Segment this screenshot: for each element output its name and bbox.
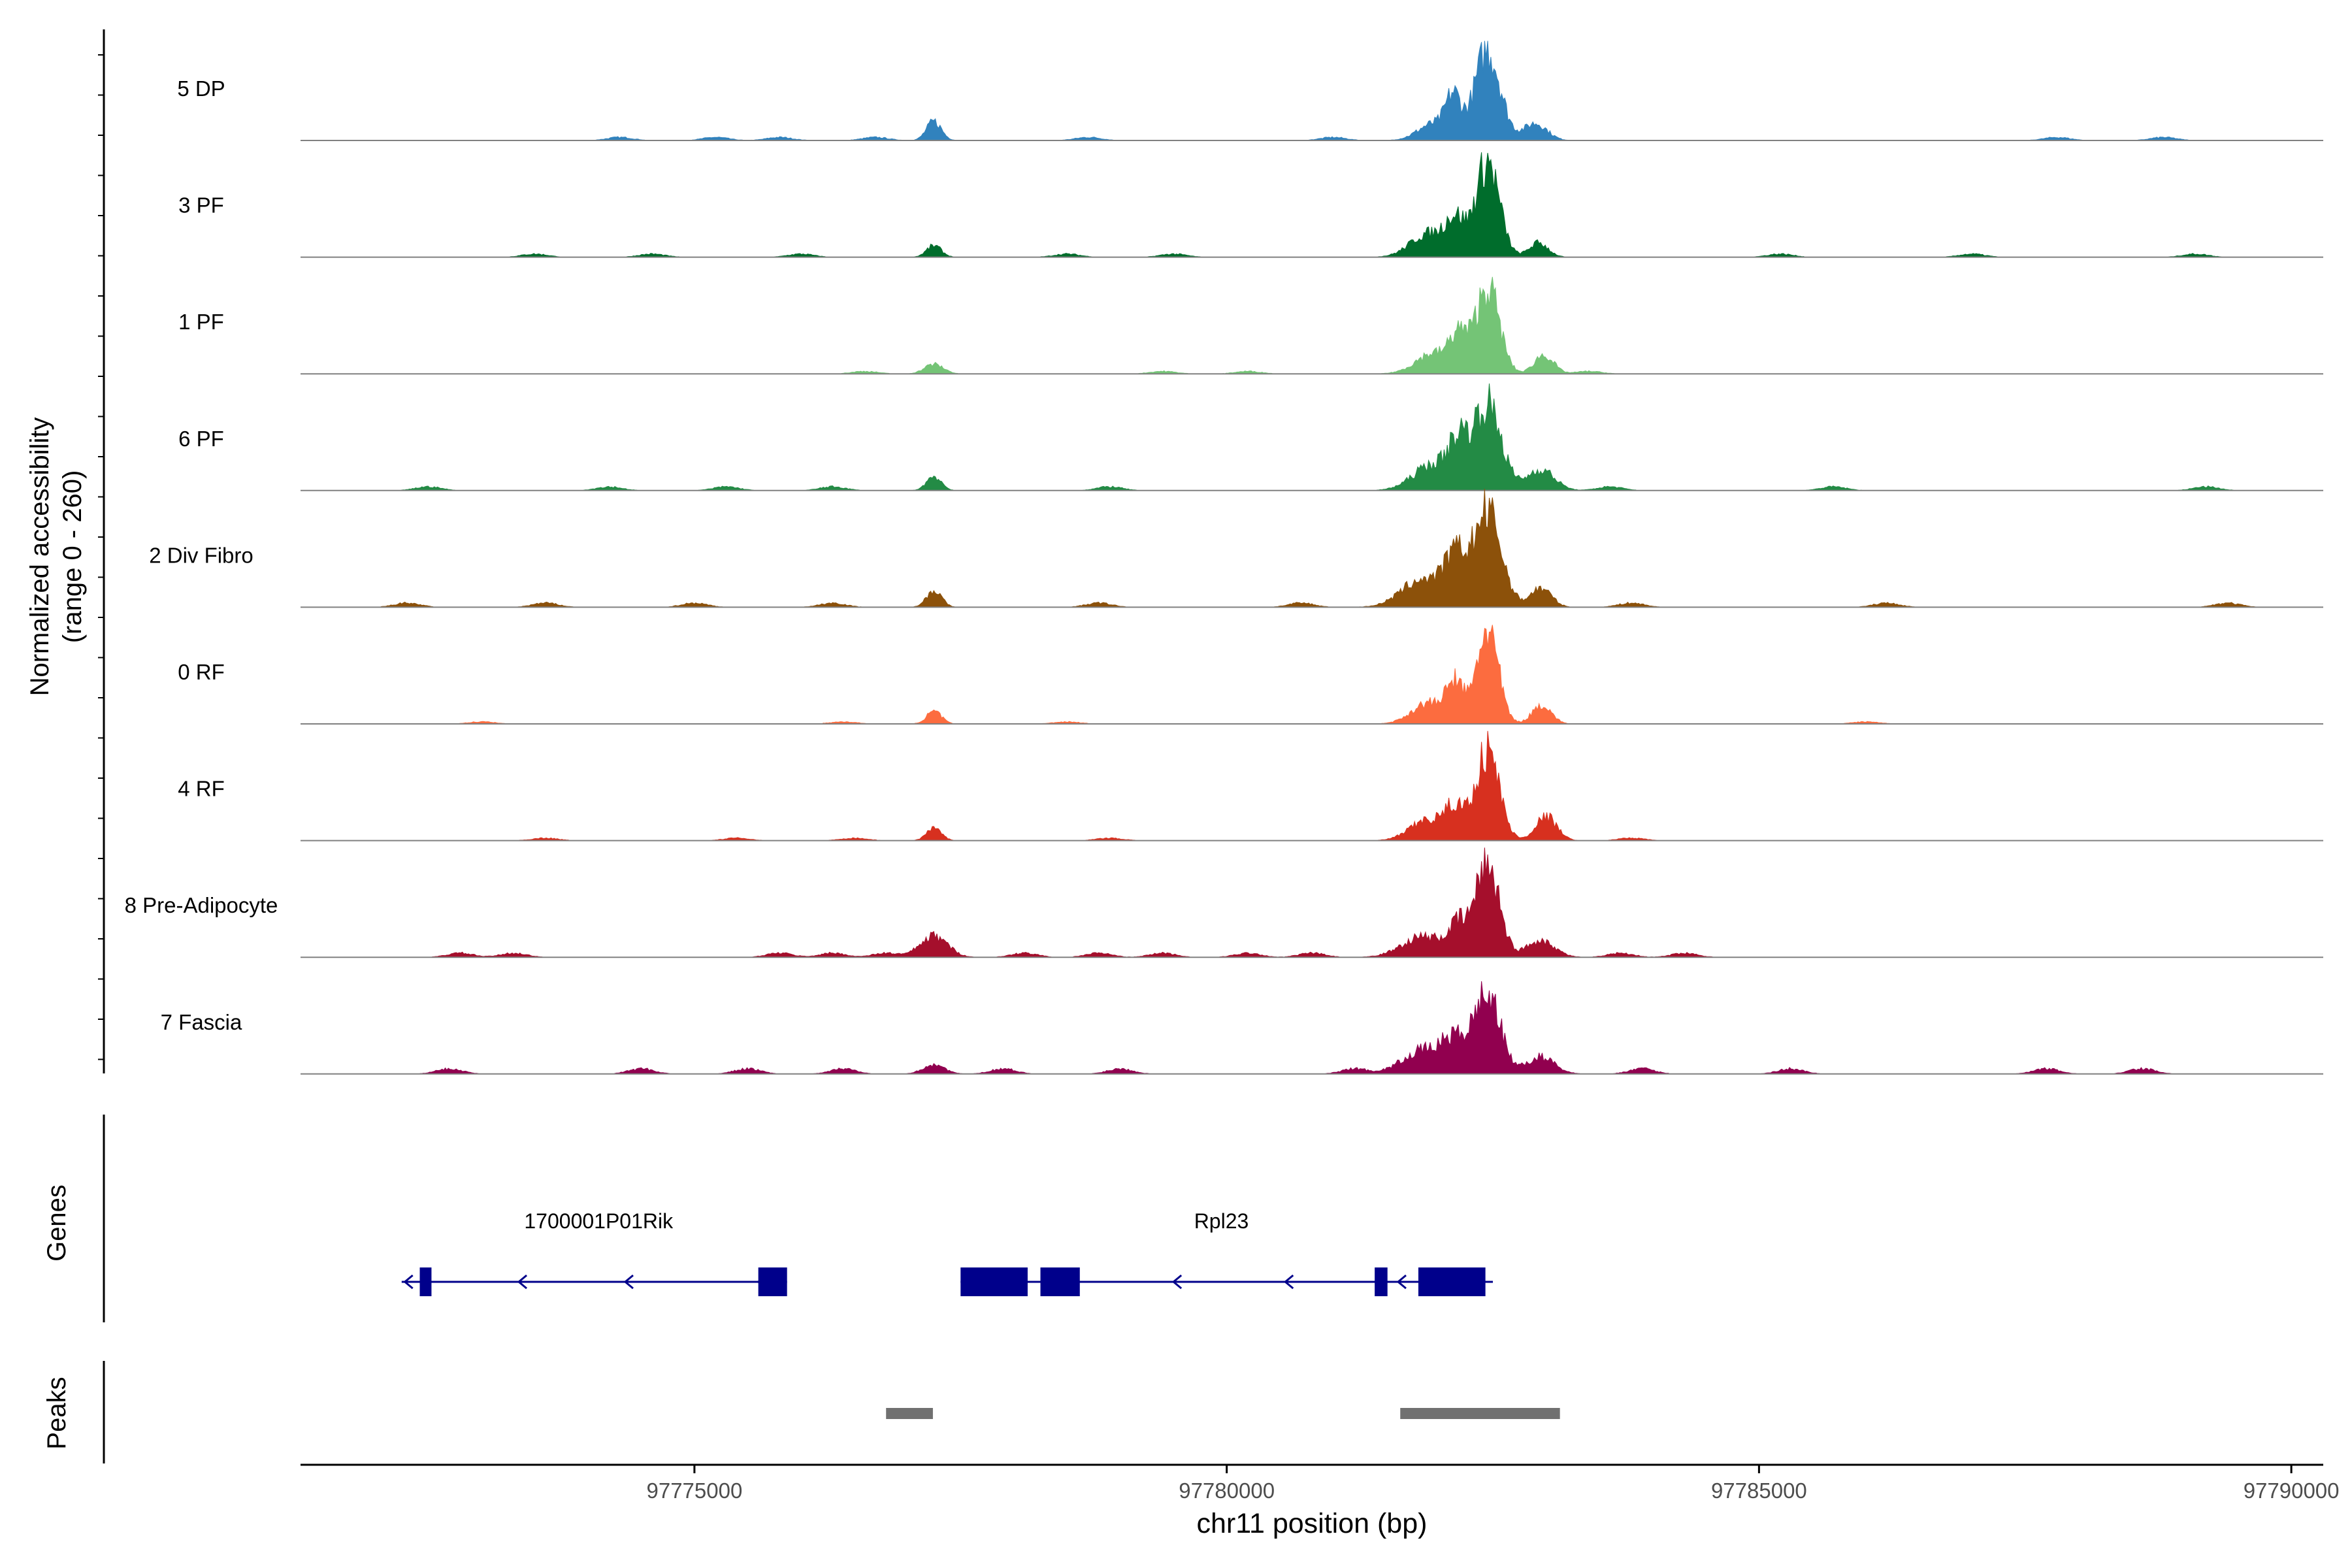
- track-label: 0 RF: [178, 660, 225, 684]
- x-axis: chr11 position (bp) 97775000 97780000 9778…: [301, 1463, 2340, 1539]
- coverage-tracks: 5 DP 3 PF 1 PF 6 PF 2 Div Fibro 0 RF 4 RF 8 Pre…: [125, 41, 2323, 1075]
- y-axis-title: Normalized accessibility: [25, 417, 54, 696]
- x-tick-label: 97775000: [646, 1478, 742, 1503]
- x-tick-label: 97780000: [1179, 1478, 1275, 1503]
- strand-arrow-icon: [1171, 1274, 1183, 1290]
- gene-exon: [419, 1267, 432, 1296]
- track-3-pf: 3 PF: [178, 152, 2323, 258]
- x-axis-title: chr11 position (bp): [1197, 1508, 1428, 1539]
- track-8-pre-adipocyte: 8 Pre-Adipocyte: [125, 847, 2323, 958]
- track-6-pf: 6 PF: [178, 383, 2323, 491]
- gene-1700001p01rik: 1700001P01Rik: [401, 1209, 787, 1296]
- strand-arrow-icon: [1396, 1274, 1407, 1290]
- track-0-rf: 0 RF: [178, 625, 2323, 725]
- x-tick-label: 97790000: [2244, 1478, 2340, 1503]
- track-label: 1 PF: [178, 310, 224, 334]
- strand-arrow-icon: [1283, 1274, 1294, 1290]
- peaks-track-label: Peaks: [42, 1377, 71, 1449]
- strand-arrow-icon: [757, 1274, 767, 1290]
- track-1-pf: 1 PF: [178, 276, 2323, 375]
- gene-exon: [758, 1267, 787, 1296]
- track-label: 8 Pre-Adipocyte: [125, 893, 278, 917]
- y-axis-range: (range 0 - 260): [58, 470, 87, 644]
- track-label: 5 DP: [177, 76, 225, 101]
- genes-track-label: Genes: [42, 1184, 71, 1262]
- track-label: 2 Div Fibro: [149, 543, 253, 567]
- track-7-fascia: 7 Fascia: [161, 981, 2323, 1075]
- track-label: 4 RF: [178, 777, 225, 801]
- peak-region: [886, 1408, 933, 1419]
- x-tick-label: 97785000: [1711, 1478, 1807, 1503]
- gene-exon: [1418, 1267, 1486, 1296]
- gene-exon: [960, 1267, 1028, 1296]
- track-5-dp: 5 DP: [177, 41, 2323, 141]
- track-4-rf: 4 RF: [178, 730, 2323, 841]
- gene-exon: [1375, 1267, 1388, 1296]
- strand-arrow-icon: [623, 1274, 634, 1290]
- y-axis-label: Normalized accessibility (range 0 - 260): [25, 417, 87, 696]
- track-label: 6 PF: [178, 427, 224, 451]
- genes-track: Genes 1700001P01Rik Rpl23: [42, 1115, 1494, 1322]
- track-label: 7 Fascia: [161, 1010, 242, 1034]
- gene-label: Rpl23: [1194, 1209, 1249, 1233]
- gene-rpl23: Rpl23: [960, 1209, 1494, 1296]
- strand-arrow-icon: [403, 1274, 414, 1290]
- coverage-y-axis: [98, 29, 105, 1073]
- track-2-div-fibro: 2 Div Fibro: [149, 489, 2323, 608]
- strand-arrow-icon: [517, 1274, 528, 1290]
- gene-label: 1700001P01Rik: [524, 1209, 674, 1233]
- track-label: 3 PF: [178, 193, 224, 218]
- gene-exon: [1040, 1267, 1080, 1296]
- peaks-track: Peaks: [42, 1361, 1560, 1463]
- peak-region: [1400, 1408, 1560, 1419]
